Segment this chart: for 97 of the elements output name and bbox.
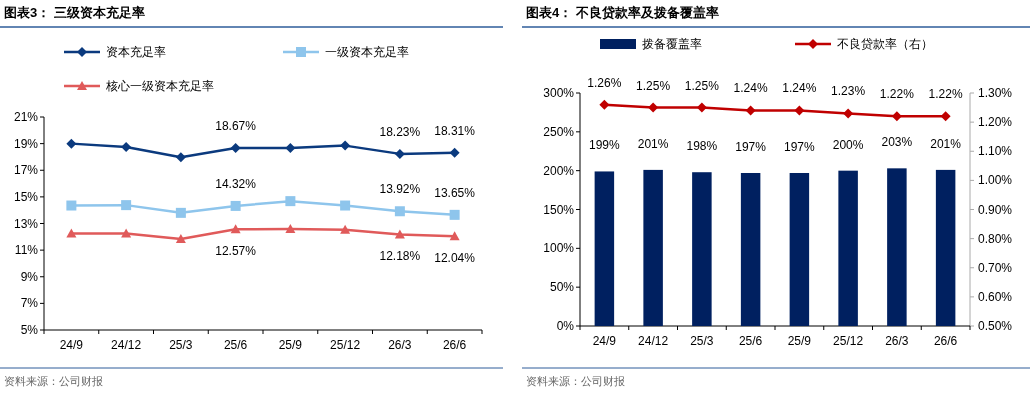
y2-tick-label: 0.80% xyxy=(978,231,1013,246)
point xyxy=(449,231,460,241)
data-label: 1.22% xyxy=(879,87,915,102)
y-tick-label: 150% xyxy=(543,202,575,217)
y-tick-label: 50% xyxy=(549,280,575,295)
x-tick-label: 26/6 xyxy=(442,338,467,352)
y-tick-label: 300% xyxy=(543,86,575,100)
x-tick-label: 25/9 xyxy=(787,334,812,348)
x-tick-label: 24/12 xyxy=(638,334,669,348)
data-label: 201% xyxy=(637,136,669,151)
point xyxy=(121,141,132,152)
text: 资料来源：公司财报 xyxy=(4,375,103,387)
x-tick-label: 26/3 xyxy=(388,338,412,352)
point xyxy=(340,200,351,211)
y-tick-label: 21% xyxy=(13,110,39,124)
data-label: 1.26% xyxy=(587,75,622,90)
y2-tick-label: 0.60% xyxy=(978,289,1013,304)
data-label: 203% xyxy=(881,135,913,150)
x-tick-label: 25/3 xyxy=(690,334,714,348)
chart-title: 图表4： 不良贷款率及拨备覆盖率 xyxy=(526,5,719,20)
y-tick-label: 250% xyxy=(543,124,575,139)
legend-label: 一级资本充足率 xyxy=(325,45,409,59)
x-tick-label: 25/12 xyxy=(330,338,361,352)
data-label: 198% xyxy=(686,139,718,154)
point xyxy=(394,229,405,239)
data-label: 13.92% xyxy=(379,182,421,197)
point xyxy=(175,152,186,163)
y-tick-label: 15% xyxy=(13,189,39,204)
y-tick-label: 7% xyxy=(20,296,39,311)
data-label: 1.25% xyxy=(684,78,720,93)
y-tick-label: 17% xyxy=(13,163,39,178)
data-label: 18.31% xyxy=(434,123,476,138)
legend-label: 资本充足率 xyxy=(106,45,166,59)
x-tick-label: 25/6 xyxy=(738,334,763,348)
y2-tick-label: 0.50% xyxy=(978,319,1013,333)
data-label: 13.65% xyxy=(434,185,476,200)
data-label: 12.04% xyxy=(434,251,476,266)
data-label: 18.23% xyxy=(379,124,421,139)
data-label: 1.24% xyxy=(782,81,817,96)
y2-tick-label: 1.00% xyxy=(978,173,1013,188)
x-tick-label: 25/9 xyxy=(278,338,303,352)
x-tick-label: 24/12 xyxy=(111,338,142,352)
y2-tick-label: 0.70% xyxy=(978,260,1013,275)
data-label: 18.67% xyxy=(215,119,257,134)
y-tick-label: 11% xyxy=(14,243,39,258)
x-tick-label: 24/9 xyxy=(59,338,84,352)
point xyxy=(340,140,351,151)
data-label: 1.24% xyxy=(733,81,768,96)
data-label: 201% xyxy=(930,136,962,151)
data-label: 197% xyxy=(784,140,816,154)
y2-tick-label: 1.10% xyxy=(978,144,1013,159)
legend-label: 核心一级资本充足率 xyxy=(105,79,214,93)
data-label: 199% xyxy=(589,138,621,153)
y-tick-label: 100% xyxy=(543,241,575,256)
y-tick-label: 0% xyxy=(556,319,575,333)
point xyxy=(121,200,132,211)
y-tick-label: 13% xyxy=(13,216,39,231)
data-label: 1.22% xyxy=(928,87,963,102)
point xyxy=(230,200,241,211)
x-tick-label: 25/6 xyxy=(223,338,248,352)
data-label: 197% xyxy=(735,140,767,154)
legend-label: 不良贷款率（右） xyxy=(837,37,933,51)
y2-tick-label: 1.20% xyxy=(978,115,1013,130)
chart-title: 图表3： 三级资本充足率 xyxy=(4,5,145,20)
point xyxy=(285,143,296,154)
y2-tick-label: 1.30% xyxy=(978,86,1013,100)
point xyxy=(394,148,405,159)
point xyxy=(175,234,186,244)
point xyxy=(66,200,77,211)
data-label: 1.23% xyxy=(831,84,866,99)
point xyxy=(394,206,405,217)
point xyxy=(449,209,460,220)
text: 资料来源：公司财报 xyxy=(526,375,625,387)
y-tick-label: 9% xyxy=(20,269,39,284)
point xyxy=(66,138,77,149)
data-label: 12.18% xyxy=(379,249,421,264)
point xyxy=(230,143,241,154)
legend-label: 拨备覆盖率 xyxy=(642,37,702,51)
y-tick-label: 5% xyxy=(20,323,39,337)
y2-tick-label: 0.90% xyxy=(978,202,1013,217)
y-tick-label: 19% xyxy=(13,136,39,151)
point xyxy=(449,147,460,158)
point xyxy=(285,224,296,234)
data-label: 14.32% xyxy=(215,176,257,191)
point xyxy=(285,196,296,207)
y-tick-label: 200% xyxy=(543,163,575,178)
x-tick-label: 26/6 xyxy=(933,334,958,348)
data-label: 1.25% xyxy=(636,78,671,93)
data-label: 12.57% xyxy=(215,244,257,259)
x-tick-label: 24/9 xyxy=(592,334,617,348)
point xyxy=(230,224,241,234)
x-tick-label: 25/3 xyxy=(169,338,193,352)
x-tick-label: 26/3 xyxy=(885,334,909,348)
point xyxy=(175,207,186,218)
x-tick-label: 25/12 xyxy=(833,334,864,348)
point xyxy=(340,224,351,234)
data-label: 200% xyxy=(832,137,864,152)
